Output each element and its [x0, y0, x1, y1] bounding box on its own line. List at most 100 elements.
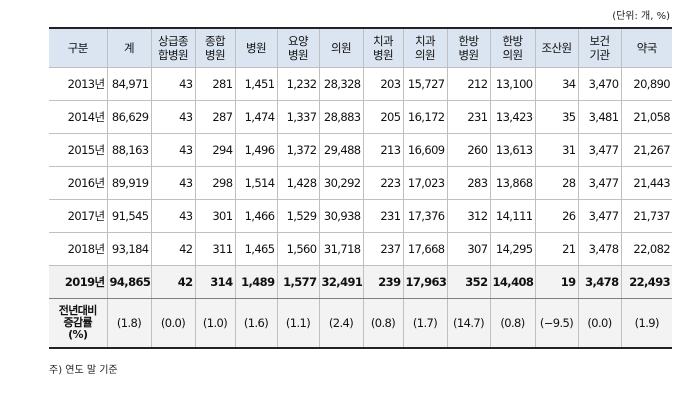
value-cell: 281	[194, 67, 236, 101]
value-cell: 94,865	[106, 265, 152, 299]
header-hospital: 병원	[234, 27, 278, 68]
value-cell: 260	[446, 133, 491, 167]
change-rate-label-line: (%)	[68, 327, 88, 341]
value-cell: 301	[194, 199, 236, 233]
header-pharmacy: 약국	[620, 27, 672, 68]
header-tertiary-hospital: 상급종 합병원	[150, 27, 196, 68]
value-cell: 16,609	[402, 133, 448, 167]
row-label-cell: 2015년	[49, 133, 108, 167]
table-row: 2016년 89,919 43 298 1,514 1,428 30,292 223 17,02…	[49, 166, 672, 200]
header-total: 계	[106, 27, 152, 68]
value-cell: 89,919	[106, 166, 152, 200]
value-cell: 21,737	[620, 199, 672, 233]
value-cell: 21	[534, 232, 579, 266]
value-cell: 223	[362, 166, 404, 200]
value-cell: 91,545	[106, 199, 152, 233]
value-cell: 32,491	[318, 265, 364, 299]
value-cell: 3,478	[577, 232, 622, 266]
change-rate-cell: (1.1)	[276, 298, 320, 349]
value-cell: 3,470	[577, 67, 622, 101]
table-row-change-rate: 전년대비 증감률 (%) (1.8) (0.0) (1.0) (1.6) (1.1) (2.4)…	[49, 298, 672, 349]
value-cell: 231	[362, 199, 404, 233]
table-row-highlight: 2019년 94,865 42 314 1,489 1,577 32,491 239 17,96…	[49, 265, 672, 299]
table-row: 2015년 88,163 43 294 1,496 1,372 29,488 213 16,60…	[49, 133, 672, 167]
header-dental-hospital: 치과 병원	[362, 27, 404, 68]
value-cell: 203	[362, 67, 404, 101]
footnote: 주) 연도 말 기준	[49, 365, 118, 376]
value-cell: 21,267	[620, 133, 672, 167]
value-cell: 352	[446, 265, 491, 299]
value-cell: 312	[446, 199, 491, 233]
change-rate-cell: (2.4)	[318, 298, 364, 349]
value-cell: 30,938	[318, 199, 364, 233]
table-row: 2014년 86,629 43 287 1,474 1,337 28,883 205 16,17…	[49, 100, 672, 134]
value-cell: 28,883	[318, 100, 364, 134]
row-label-cell: 2017년	[49, 199, 108, 233]
value-cell: 43	[150, 199, 196, 233]
value-cell: 283	[446, 166, 491, 200]
change-rate-cell: (0.0)	[150, 298, 196, 349]
value-cell: 231	[446, 100, 491, 134]
row-label-cell: 2014년	[49, 100, 108, 134]
value-cell: 1,514	[234, 166, 278, 200]
value-cell: 28	[534, 166, 579, 200]
table-row: 2018년 93,184 42 311 1,465 1,560 31,718 237 17,66…	[49, 232, 672, 266]
header-oriental-hospital: 한방 병원	[446, 27, 491, 68]
value-cell: 17,023	[402, 166, 448, 200]
value-cell: 22,493	[620, 265, 672, 299]
change-rate-label-line: 전년대비	[58, 303, 98, 317]
table-row: 2013년 84,971 43 281 1,451 1,232 28,328 203 15,72…	[49, 67, 672, 101]
header-health-institution: 보건 기관	[577, 27, 622, 68]
value-cell: 14,295	[489, 232, 536, 266]
header-nursing-hospital: 요양 병원	[276, 27, 320, 68]
change-rate-cell: (0.0)	[577, 298, 622, 349]
value-cell: 237	[362, 232, 404, 266]
change-rate-cell: (−9.5)	[534, 298, 579, 349]
header-oriental-clinic: 한방 의원	[489, 27, 536, 68]
value-cell: 205	[362, 100, 404, 134]
value-cell: 43	[150, 166, 196, 200]
value-cell: 213	[362, 133, 404, 167]
row-label-cell: 2019년	[49, 265, 108, 299]
header-general-hospital: 종합 병원	[194, 27, 236, 68]
value-cell: 3,478	[577, 265, 622, 299]
value-cell: 294	[194, 133, 236, 167]
value-cell: 1,560	[276, 232, 320, 266]
change-rate-cell: (1.7)	[402, 298, 448, 349]
value-cell: 1,496	[234, 133, 278, 167]
value-cell: 20,890	[620, 67, 672, 101]
value-cell: 1,465	[234, 232, 278, 266]
value-cell: 3,477	[577, 199, 622, 233]
value-cell: 14,111	[489, 199, 536, 233]
value-cell: 1,577	[276, 265, 320, 299]
value-cell: 3,481	[577, 100, 622, 134]
value-cell: 31,718	[318, 232, 364, 266]
value-cell: 239	[362, 265, 404, 299]
value-cell: 287	[194, 100, 236, 134]
value-cell: 15,727	[402, 67, 448, 101]
header-clinic: 의원	[318, 27, 364, 68]
value-cell: 42	[150, 265, 196, 299]
change-rate-label-line: 증감률	[63, 315, 93, 329]
table-row: 2017년 91,545 43 301 1,466 1,529 30,938 231 17,37…	[49, 199, 672, 233]
value-cell: 21,058	[620, 100, 672, 134]
institution-count-table: 구분 계 상급종 합병원 종합 병원 병원 요양 병원 의원 치과 병원 치과 의원 한방…	[49, 27, 672, 349]
value-cell: 21,443	[620, 166, 672, 200]
value-cell: 298	[194, 166, 236, 200]
value-cell: 1,466	[234, 199, 278, 233]
header-midwifery: 조산원	[534, 27, 579, 68]
change-rate-cell: (1.6)	[234, 298, 278, 349]
change-rate-cell: (1.0)	[194, 298, 236, 349]
header-row: 구분 계 상급종 합병원 종합 병원 병원 요양 병원 의원 치과 병원 치과 의원 한방…	[49, 27, 672, 68]
value-cell: 30,292	[318, 166, 364, 200]
value-cell: 19	[534, 265, 579, 299]
value-cell: 14,408	[489, 265, 536, 299]
value-cell: 314	[194, 265, 236, 299]
change-rate-cell: (0.8)	[489, 298, 536, 349]
value-cell: 3,477	[577, 133, 622, 167]
header-dental-clinic: 치과 의원	[402, 27, 448, 68]
value-cell: 26	[534, 199, 579, 233]
value-cell: 13,100	[489, 67, 536, 101]
value-cell: 212	[446, 67, 491, 101]
value-cell: 22,082	[620, 232, 672, 266]
